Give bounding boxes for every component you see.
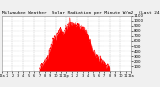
Text: Milwaukee Weather  Solar Radiation per Minute W/m2  (Last 24 Hours): Milwaukee Weather Solar Radiation per Mi… <box>2 11 160 15</box>
